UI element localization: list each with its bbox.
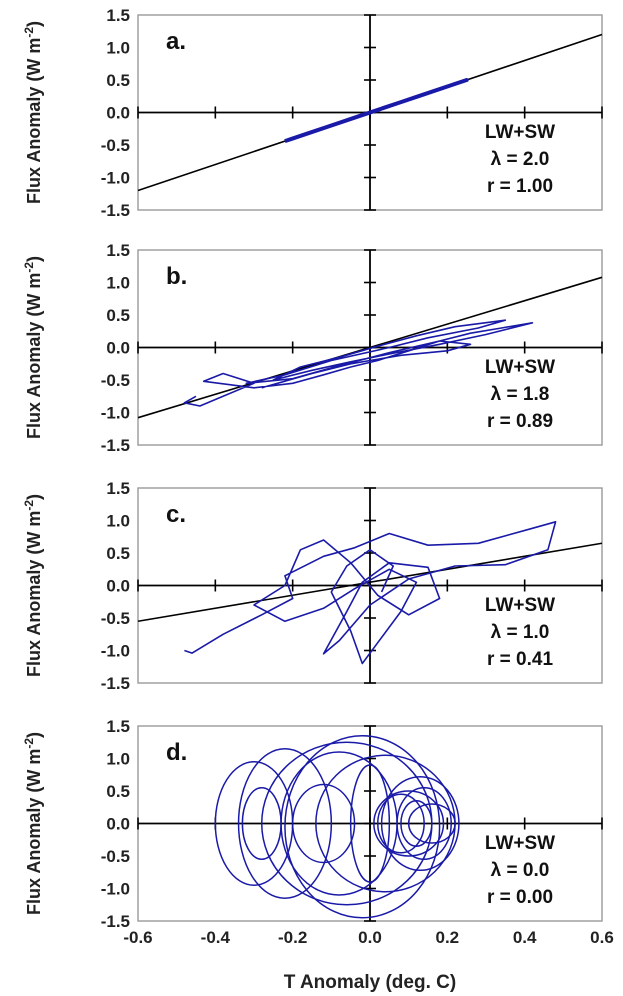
x-tick-label: -0.2 <box>278 928 307 947</box>
y-axis-label: Flux Anomaly (W m-2) <box>22 494 44 677</box>
y-tick-label: -1.0 <box>101 404 130 423</box>
panel-letter: a. <box>166 28 186 55</box>
x-tick-label: 0.6 <box>590 928 614 947</box>
y-tick-label: 1.0 <box>106 39 130 58</box>
regression-line <box>137 542 603 623</box>
x-tick-label: -0.4 <box>201 928 231 947</box>
y-tick-label: 0.5 <box>106 71 130 90</box>
y-tick-label: 1.5 <box>106 479 130 498</box>
data-trajectory <box>183 319 534 407</box>
y-tick-label: 1.5 <box>106 241 130 260</box>
y-tick-label: 1.0 <box>106 750 130 769</box>
data-loop <box>396 787 452 860</box>
annotation-line: r = 0.41 <box>487 649 553 670</box>
panel-letter: b. <box>166 263 187 290</box>
x-tick-label: 0.2 <box>436 928 460 947</box>
annotation-line: λ = 0.0 <box>491 860 550 881</box>
panel-c: 1.5 1.0 0.5 0.0 -0.5 -1.0 -1.5 Flux Anomaly (W … <box>22 479 603 693</box>
annotation-line: r = 0.89 <box>487 411 553 432</box>
panel-b: 1.5 1.0 0.5 0.0 -0.5 -1.0 -1.5 Flux Anomaly (W … <box>22 241 603 455</box>
data-loop <box>284 735 441 919</box>
data-trajectory <box>184 521 557 665</box>
x-axis-label: T Anomaly (deg. C) <box>284 972 456 993</box>
annotation-line: λ = 2.0 <box>491 149 550 170</box>
y-axis-label: Flux Anomaly (W m-2) <box>22 21 44 204</box>
y-tick-label: -0.5 <box>101 371 130 390</box>
data-loop <box>373 790 445 857</box>
data-loop <box>407 803 456 844</box>
y-tick-label: -0.5 <box>101 609 130 628</box>
y-tick-label: -0.5 <box>101 136 130 155</box>
y-tick-label: -1.5 <box>101 201 130 220</box>
y-tick-label: -0.5 <box>101 847 130 866</box>
y-tick-label: 0.0 <box>106 815 130 834</box>
y-tick-label: -1.5 <box>101 436 130 455</box>
panel-d: 1.5 1.0 0.5 0.0 -0.5 -1.0 -1.5-0.6 -0.4 -0.2 0.0 0… <box>22 717 614 947</box>
regression-line <box>137 276 603 419</box>
annotation-line: LW+SW <box>485 595 555 616</box>
y-tick-label: 0.0 <box>106 339 130 358</box>
y-tick-label: 1.5 <box>106 6 130 25</box>
y-axis-label-text: Flux Anomaly (W m-2) <box>22 21 44 204</box>
y-axis-label: Flux Anomaly (W m-2) <box>22 732 44 915</box>
panel-a: 1.5 1.0 0.5 0.0 -0.5 -1.0 -1.5 Flux Anomaly (W … <box>22 6 603 220</box>
data-loop <box>376 793 425 854</box>
y-tick-label: 1.0 <box>106 274 130 293</box>
y-axis-label-text: Flux Anomaly (W m-2) <box>22 256 44 439</box>
annotation-line: r = 0.00 <box>487 887 553 908</box>
y-tick-label: -1.5 <box>101 674 130 693</box>
panel-letter: c. <box>166 501 186 528</box>
y-tick-label: -1.0 <box>101 642 130 661</box>
data-loop <box>380 775 460 872</box>
annotation-line: λ = 1.8 <box>491 384 550 405</box>
y-axis-label-text: Flux Anomaly (W m-2) <box>22 732 44 915</box>
annotation-line: LW+SW <box>485 833 555 854</box>
y-tick-label: -1.5 <box>101 912 130 931</box>
y-tick-label: -1.0 <box>101 169 130 188</box>
data-loop <box>400 800 433 847</box>
y-axis-label: Flux Anomaly (W m-2) <box>22 256 44 439</box>
annotation-line: LW+SW <box>485 122 555 143</box>
y-tick-label: 1.0 <box>106 512 130 531</box>
data-trajectory <box>284 78 469 143</box>
annotation-line: LW+SW <box>485 357 555 378</box>
y-tick-label: 0.0 <box>106 104 130 123</box>
data-loop <box>349 764 391 883</box>
x-tick-label: -0.6 <box>123 928 152 947</box>
y-tick-label: 0.0 <box>106 577 130 596</box>
y-axis-label-text: Flux Anomaly (W m-2) <box>22 494 44 677</box>
y-tick-label: 0.5 <box>106 782 130 801</box>
annotation-line: λ = 1.0 <box>491 622 550 643</box>
data-loop <box>237 748 333 899</box>
data-loop <box>291 783 356 864</box>
y-tick-label: -1.0 <box>101 880 130 899</box>
y-tick-label: 0.5 <box>106 544 130 563</box>
x-tick-label: 0.4 <box>513 928 537 947</box>
y-tick-label: 0.5 <box>106 306 130 325</box>
y-tick-label: 1.5 <box>106 717 130 736</box>
x-tick-label: 0.0 <box>358 928 382 947</box>
annotation-line: r = 1.00 <box>487 176 553 197</box>
panel-letter: d. <box>166 739 187 766</box>
